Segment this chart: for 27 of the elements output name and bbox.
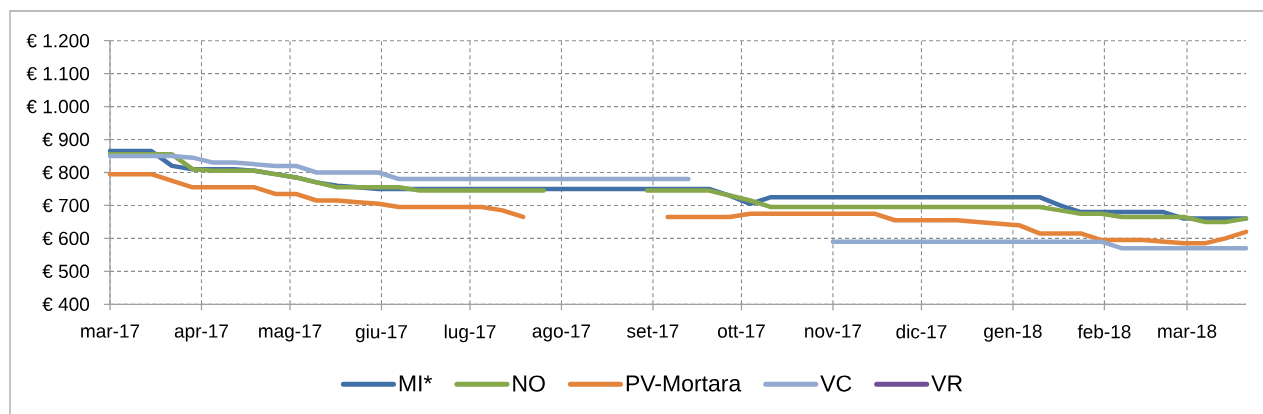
- x-tick-label: mag-17: [259, 324, 322, 342]
- legend-label: MI*: [399, 375, 433, 392]
- y-tick-label: € 1.100: [26, 66, 90, 81]
- x-tick-label: gen-18: [984, 324, 1042, 342]
- legend-label: VC: [820, 375, 852, 392]
- y-tick-label: € 500: [42, 264, 90, 279]
- x-tick-label: dic-17: [896, 324, 947, 339]
- x-tick-label: nov-17: [805, 324, 862, 338]
- x-tick-label: ago-17: [532, 324, 591, 342]
- y-tick-label: € 1.200: [26, 33, 90, 48]
- y-tick-label: € 700: [42, 198, 90, 213]
- x-tick-label: mar-17: [81, 324, 140, 338]
- y-tick-label: € 800: [42, 165, 90, 180]
- x-tick-label: mar-18: [1158, 324, 1217, 338]
- y-tick-label: € 900: [42, 132, 90, 147]
- legend-label: NO: [513, 375, 545, 392]
- x-tick-label: giu-17: [355, 324, 407, 343]
- x-tick-label: feb-18: [1077, 324, 1131, 339]
- x-tick-label: set-17: [627, 324, 679, 338]
- legend-label: VR: [931, 375, 963, 392]
- y-tick-label: € 400: [42, 297, 90, 312]
- x-tick-label: lug-17: [444, 324, 496, 343]
- legend-label: PV-Mortara: [626, 375, 742, 392]
- x-tick-label: apr-17: [174, 324, 228, 342]
- x-tick-label: ott-17: [717, 324, 765, 338]
- y-tick-label: € 600: [42, 231, 90, 246]
- y-tick-label: € 1.000: [26, 99, 90, 114]
